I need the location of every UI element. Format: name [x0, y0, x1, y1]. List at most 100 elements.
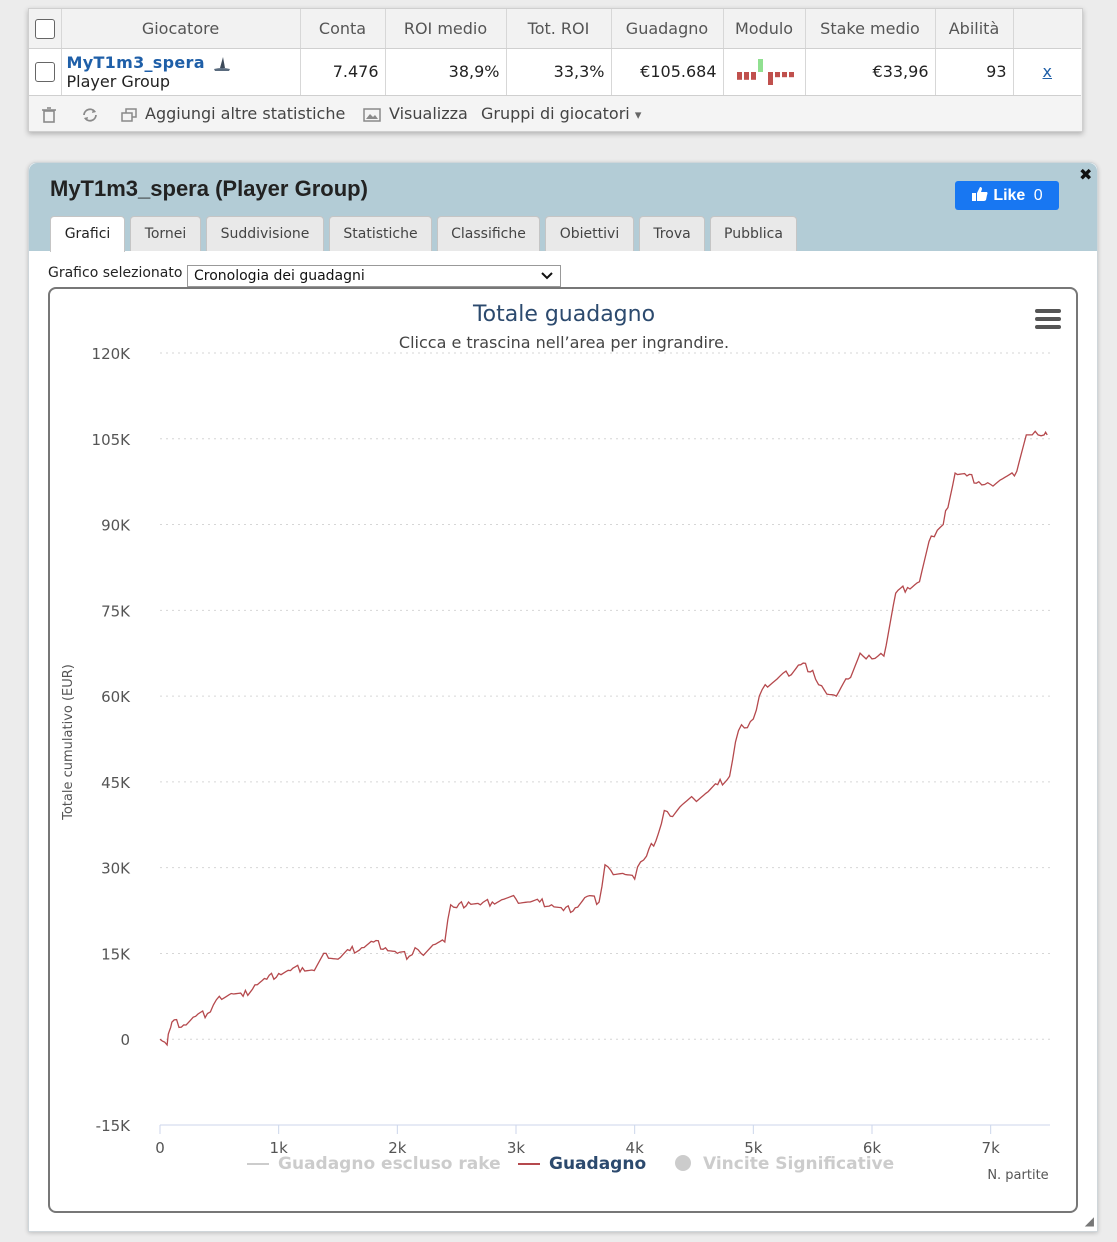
y-tick-label: 45K — [101, 774, 131, 792]
form-bar — [775, 71, 780, 77]
y-axis-ticks: 120K 105K 90K 75K 60K 45K 30K 15K 0 -15K — [92, 345, 132, 1135]
x-tick-label: 4k — [626, 1139, 645, 1157]
column-header-giocatore[interactable]: Giocatore — [61, 9, 301, 49]
row-checkbox[interactable] — [34, 61, 55, 82]
y-tick-label: 105K — [92, 431, 132, 449]
select-all-checkbox[interactable] — [34, 18, 55, 39]
legend-label: Guadagno escluso rake — [278, 1154, 501, 1174]
chevron-down-icon — [541, 272, 553, 280]
stake-medio-value: €33,96 — [805, 48, 936, 96]
column-header-abilita[interactable]: Abilità — [935, 9, 1014, 49]
legend-item[interactable]: Guadagno — [518, 1154, 646, 1174]
chart-grid — [160, 352, 1050, 1126]
x-tick-label: 7k — [982, 1139, 1001, 1157]
remove-player-link[interactable]: x — [1042, 62, 1052, 81]
series-line-guadagno — [159, 430, 1048, 1047]
chart-container[interactable]: Totale guadagno Clicca e trascina nell’a… — [48, 287, 1078, 1213]
add-stats-label: Aggiungi altre statistiche — [145, 104, 346, 123]
chevron-down-icon: ▾ — [634, 108, 642, 123]
x-tick-label: 5k — [744, 1139, 763, 1157]
legend-label: Guadagno — [549, 1154, 646, 1174]
column-header-modulo[interactable]: Modulo — [723, 9, 806, 49]
tab-obiettivi[interactable]: Obiettivi — [545, 216, 634, 251]
chart-subtitle: Clicca e trascina nell’area per ingrandi… — [399, 333, 729, 352]
thumbs-up-icon — [972, 187, 988, 201]
table-header-row: Giocatore Conta ROI medio Tot. ROI Guada… — [29, 9, 1081, 49]
earnings-chart[interactable]: Totale guadagno Clicca e trascina nell’a… — [50, 289, 1076, 1211]
tab-trova[interactable]: Trova — [639, 216, 705, 251]
y-tick-label: 60K — [101, 688, 131, 706]
x-tick-label: 1k — [270, 1139, 289, 1157]
legend-item[interactable]: Guadagno escluso rake — [247, 1154, 501, 1174]
chart-legend: Guadagno escluso rake Guadagno Vincite Sig… — [247, 1154, 894, 1174]
y-axis-label: Totale cumulativo (EUR) — [61, 664, 76, 821]
form-bar — [768, 71, 773, 85]
form-bar — [782, 71, 787, 77]
y-tick-label: 30K — [101, 860, 131, 878]
form-chart-cell — [723, 48, 806, 96]
panel-header: MyT1m3_spera (Player Group) Like 0 Grafi… — [29, 163, 1097, 252]
column-header-tot-roi[interactable]: Tot. ROI — [506, 9, 612, 49]
legend-item[interactable]: Vincite Significative — [675, 1154, 894, 1174]
player-detail-panel: MyT1m3_spera (Player Group) Like 0 Grafi… — [28, 162, 1098, 1232]
view-label: Visualizza — [389, 104, 468, 123]
view-button[interactable]: Visualizza — [363, 97, 468, 131]
column-header-remove — [1013, 9, 1081, 49]
form-bar — [744, 71, 749, 80]
tab-statistiche[interactable]: Statistiche — [329, 216, 432, 251]
y-tick-label: 120K — [92, 345, 132, 363]
y-tick-label: 15K — [101, 945, 131, 963]
resize-handle-icon[interactable]: ◢ — [1084, 1214, 1094, 1228]
add-stats-button[interactable]: Aggiungi altre statistiche — [121, 97, 345, 131]
chart-series — [159, 430, 1048, 1047]
tab-classifiche[interactable]: Classifiche — [437, 216, 540, 251]
tot-roi-value: 33,3% — [506, 48, 612, 96]
tab-suddivisione[interactable]: Suddivisione — [206, 216, 324, 251]
form-bar — [758, 58, 763, 72]
column-header-stake-medio[interactable]: Stake medio — [805, 9, 936, 49]
select-all-cell — [29, 9, 62, 49]
y-tick-label: 90K — [101, 517, 131, 535]
y-tick-label: 0 — [120, 1031, 130, 1049]
player-name-link[interactable]: MyT1m3_spera — [66, 52, 205, 72]
row-select-cell — [29, 48, 62, 96]
column-header-conta[interactable]: Conta — [300, 9, 386, 49]
table-toolbar: Aggiungi altre statistiche Visualizza Gr… — [29, 97, 1082, 131]
player-groups-label: Gruppi di giocatori — [481, 104, 630, 123]
facebook-like-button[interactable]: Like 0 — [955, 181, 1059, 210]
x-axis-label: N. partite — [987, 1168, 1048, 1183]
x-tick-label: 2k — [388, 1139, 407, 1157]
table-row: MyT1m3_spera Player Group 7.476 38,9% 33… — [29, 48, 1081, 96]
x-tick-label: 6k — [863, 1139, 882, 1157]
chart-selector-value: Cronologia dei guadagni — [194, 268, 365, 284]
chart-title: Totale guadagno — [472, 302, 655, 327]
player-cell: MyT1m3_spera Player Group — [61, 48, 301, 96]
form-bar — [751, 71, 756, 80]
guadagno-value: €105.684 — [611, 48, 724, 96]
x-tick-label: 0 — [155, 1139, 165, 1157]
column-header-guadagno[interactable]: Guadagno — [611, 9, 724, 49]
x-tick-label: 3k — [507, 1139, 526, 1157]
panel-title: MyT1m3_spera (Player Group) — [50, 176, 368, 201]
like-label: Like — [993, 187, 1026, 204]
player-groups-dropdown[interactable]: Gruppi di giocatori ▾ — [481, 97, 641, 131]
form-bar — [789, 71, 794, 77]
chart-selector-label: Grafico selezionato — [48, 265, 183, 281]
tab-grafici[interactable]: Grafici — [50, 216, 125, 252]
remove-cell: x — [1013, 48, 1081, 96]
x-axis-ticks: 0 1k 2k 3k 4k 5k 6k 7k — [155, 1125, 1000, 1157]
chart-selector-dropdown[interactable]: Cronologia dei guadagni — [187, 265, 561, 287]
y-tick-label: -15K — [96, 1117, 131, 1135]
close-panel-button[interactable]: ✖ — [1079, 165, 1093, 184]
roi-medio-value: 38,9% — [385, 48, 507, 96]
player-group-label: Player Group — [66, 71, 171, 91]
tab-tornei[interactable]: Tornei — [130, 216, 201, 251]
abilita-value: 93 — [935, 48, 1014, 96]
tab-pubblica[interactable]: Pubblica — [710, 216, 797, 251]
legend-swatch — [675, 1155, 691, 1171]
refresh-icon[interactable] — [81, 97, 99, 131]
column-header-roi-medio[interactable]: ROI medio — [385, 9, 507, 49]
chart-menu-icon[interactable] — [1035, 309, 1061, 329]
trash-icon[interactable] — [41, 97, 57, 131]
y-tick-label: 75K — [101, 602, 131, 620]
